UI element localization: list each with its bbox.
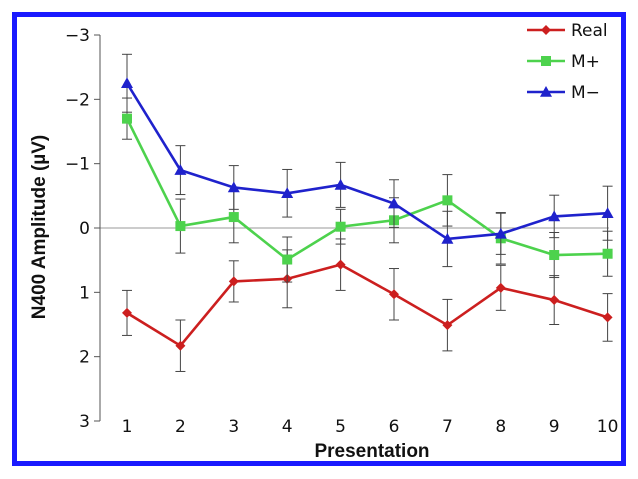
- x-tick-label: 2: [175, 417, 186, 437]
- data-point-marker: [602, 312, 613, 323]
- data-point-marker: [549, 250, 560, 261]
- legend-label: Real: [571, 21, 608, 41]
- series-1: [122, 238, 613, 372]
- y-tick-label: −1: [65, 155, 90, 175]
- x-tick-label: 4: [282, 417, 293, 437]
- data-point-marker: [334, 178, 347, 190]
- x-axis-title: Presentation: [314, 441, 429, 461]
- y-tick-label: 3: [79, 412, 90, 432]
- data-point-marker: [389, 289, 399, 300]
- data-point-marker: [121, 77, 133, 89]
- data-point-marker: [494, 227, 507, 239]
- data-series: [121, 53, 614, 372]
- x-tick-label: 8: [495, 417, 506, 437]
- series-line: [125, 82, 608, 241]
- data-point-marker: [388, 197, 400, 209]
- data-point-marker: [122, 307, 132, 318]
- series-line: [125, 118, 608, 262]
- data-point-marker: [442, 320, 453, 331]
- y-axis-ticks: −3 −2 −1 0 1 2 3: [65, 26, 100, 432]
- line-chart: −3 −2 −1 0 1 2 3 1 2 3 4 5 6 7 8 9 10 Real M+ M− Presenta…: [29, 21, 619, 461]
- x-tick-label: 1: [122, 417, 133, 437]
- x-axis-ticks: 1 2 3 4 5 6 7 8 9 10: [122, 417, 619, 437]
- data-point-marker: [175, 340, 186, 351]
- data-point-marker: [174, 164, 187, 175]
- y-tick-label: −2: [65, 90, 90, 110]
- legend: Real M+ M−: [527, 21, 608, 103]
- data-point-marker: [442, 195, 453, 206]
- x-tick-label: 7: [442, 417, 453, 437]
- y-tick-label: −3: [65, 26, 90, 46]
- x-tick-label: 5: [335, 417, 346, 437]
- data-point-marker: [281, 187, 294, 199]
- legend-item: Real: [527, 21, 608, 41]
- data-point-marker: [495, 282, 506, 293]
- legend-item: M+: [527, 52, 600, 72]
- series-2: [122, 97, 613, 283]
- data-point-marker: [549, 295, 560, 306]
- legend-item: M−: [527, 83, 600, 103]
- legend-label: M+: [571, 52, 600, 72]
- data-point-marker: [601, 207, 614, 219]
- data-point-marker: [441, 232, 454, 244]
- series-3: [121, 53, 614, 268]
- y-tick-label: 2: [79, 348, 90, 368]
- series-line: [126, 263, 609, 348]
- data-point-marker: [282, 254, 293, 265]
- data-point-marker: [602, 248, 613, 259]
- data-point-marker: [548, 210, 561, 222]
- data-point-marker: [227, 181, 240, 193]
- data-point-marker: [540, 86, 552, 97]
- legend-label: M−: [571, 83, 600, 103]
- y-axis-title: N400 Amplitude (µV): [29, 135, 50, 319]
- data-point-marker: [228, 212, 239, 223]
- data-point-marker: [175, 221, 186, 232]
- x-tick-label: 9: [549, 417, 560, 437]
- y-tick-label: 1: [79, 283, 90, 303]
- x-tick-label: 3: [228, 417, 239, 437]
- data-point-marker: [541, 25, 551, 35]
- y-tick-label: 0: [79, 219, 90, 239]
- x-tick-label: 6: [389, 417, 400, 437]
- data-point-marker: [335, 221, 346, 232]
- data-point-marker: [541, 56, 551, 66]
- chart-frame: −3 −2 −1 0 1 2 3 1 2 3 4 5 6 7 8 9 10 Real M+ M− Presenta…: [12, 12, 626, 466]
- data-point-marker: [122, 113, 132, 124]
- x-tick-label: 10: [597, 417, 619, 437]
- data-point-marker: [335, 259, 346, 270]
- data-point-marker: [228, 276, 239, 287]
